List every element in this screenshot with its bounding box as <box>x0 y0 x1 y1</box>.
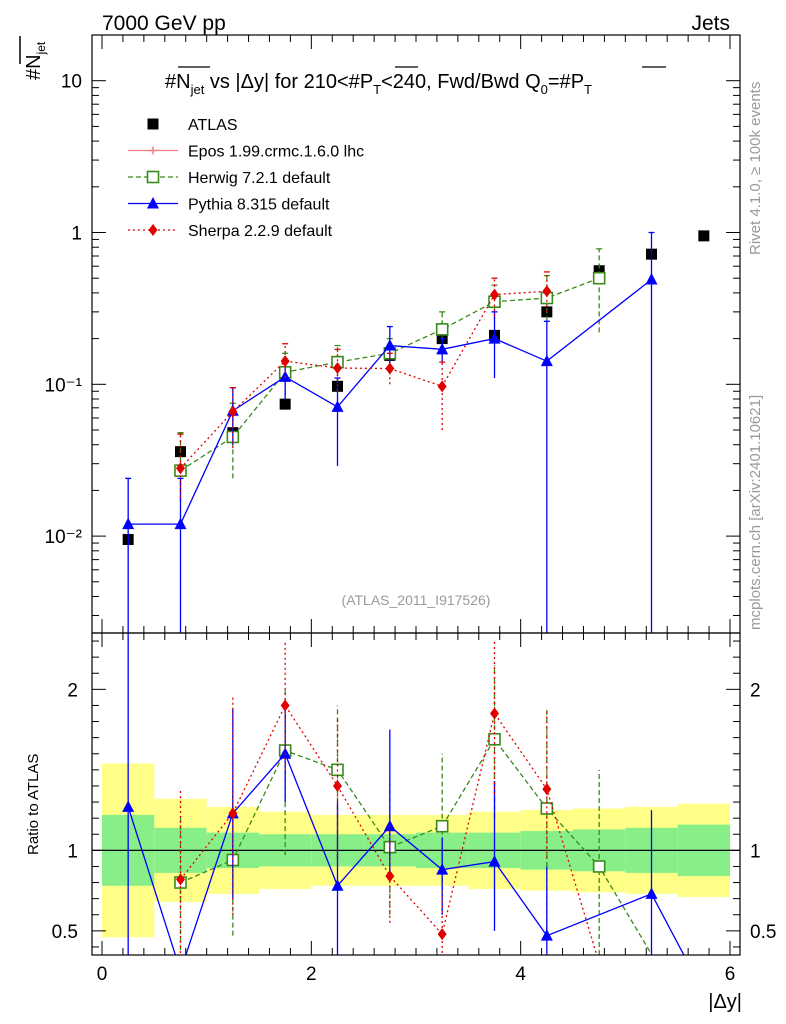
header-right: Jets <box>691 12 730 35</box>
ratio-y-tick-label-right: 1 <box>750 841 761 862</box>
legend-label: Epos 1.99.crmc.1.6.0 lhc <box>188 144 364 161</box>
legend-label: Sherpa 2.2.9 default <box>188 223 333 240</box>
ratio-panel <box>92 633 740 977</box>
data-point <box>228 405 238 418</box>
mcplots-label: mcplots.cern.ch [arXiv:2401.10621] <box>747 395 764 630</box>
watermark: (ATLAS_2011_I917526) <box>342 592 491 608</box>
ratio-y-tick-label: 2 <box>67 680 78 701</box>
legend-marker <box>147 197 159 209</box>
ratio-y-tick-label: 1 <box>67 841 78 862</box>
ratio-point <box>437 928 447 941</box>
series-4 <box>176 271 552 498</box>
ratio-point <box>333 779 342 792</box>
ratio-series-4 <box>176 641 598 955</box>
legend-item: Pythia 8.315 default <box>128 197 330 214</box>
ratio-point <box>645 887 658 899</box>
y-axis-label-main: #Njet <box>19 36 48 80</box>
ratio-point <box>488 855 501 867</box>
ratio-point <box>436 863 449 875</box>
ratio-line <box>180 738 653 955</box>
ratio-point <box>435 819 449 833</box>
x-tick-label: 6 <box>725 964 736 985</box>
data-point <box>333 362 342 375</box>
data-point <box>490 288 499 301</box>
ratio-point <box>175 965 187 977</box>
ratio-point <box>540 929 553 941</box>
data-point <box>174 517 187 530</box>
legend-marker <box>147 118 159 130</box>
ratio-point <box>592 860 606 873</box>
x-axis-label: |Δy| <box>708 991 742 1013</box>
ratio-point <box>542 783 552 796</box>
legend-label: Herwig 7.2.1 default <box>188 170 331 187</box>
data-point <box>280 355 290 368</box>
y-tick-label: 10⁻² <box>45 527 83 548</box>
series-2 <box>174 248 606 502</box>
legend-marker <box>146 170 160 184</box>
data-point <box>383 339 396 351</box>
main-panel <box>122 230 710 633</box>
legend-item: ATLAS <box>147 117 238 134</box>
ratio-point <box>385 870 395 883</box>
series-line <box>128 279 652 525</box>
ratio-point <box>122 800 135 812</box>
ratio-point <box>383 819 396 832</box>
data-point <box>435 323 449 336</box>
y-tick-label: 10 <box>61 72 82 93</box>
legend-label: Pythia 8.315 default <box>188 197 330 214</box>
legend-item: Epos 1.99.crmc.1.6.0 lhc <box>128 144 364 161</box>
data-point <box>593 265 605 277</box>
chart-title: #Njet vs |Δy| for 210<#PT<240, Fwd/Bwd Q… <box>165 71 592 97</box>
data-point <box>122 517 135 530</box>
data-point <box>698 230 710 242</box>
header-left: 7000 GeV pp <box>102 12 226 35</box>
legend-item: Herwig 7.2.1 default <box>128 170 331 187</box>
data-point <box>542 285 552 298</box>
legend-item: Sherpa 2.2.9 default <box>128 223 333 240</box>
series-0 <box>122 230 710 545</box>
legend: ATLAS Epos 1.99.crmc.1.6.0 lhc Herwig 7.2.… <box>128 117 364 240</box>
data-point <box>385 362 395 375</box>
data-point <box>331 400 344 412</box>
x-tick-label: 4 <box>515 964 526 985</box>
ratio-y-tick-label-right: 0.5 <box>750 922 776 943</box>
rivet-label: Rivet 4.1.0, ≥ 100k events <box>747 82 764 255</box>
ratio-frame <box>91 632 741 956</box>
data-point <box>592 271 606 285</box>
data-point <box>437 380 447 393</box>
svg-text:#Njet: #Njet <box>23 41 48 80</box>
legend-label: ATLAS <box>188 117 238 134</box>
ratio-line <box>179 704 598 955</box>
data-point <box>279 398 291 410</box>
ratio-point <box>228 807 238 820</box>
data-point <box>488 332 501 344</box>
data-point <box>176 462 185 475</box>
x-tick-label: 0 <box>97 964 108 985</box>
legend-marker <box>148 224 158 236</box>
y-axis-label-ratio: Ratio to ATLAS <box>25 754 42 855</box>
y-tick-label: 1 <box>71 224 82 245</box>
ratio-y-tick-label-right: 2 <box>750 680 761 701</box>
data-point <box>645 273 658 285</box>
ratio-point <box>176 873 185 886</box>
ratio-series-3 <box>122 633 685 977</box>
data-point <box>540 354 553 367</box>
ratio-point <box>490 707 499 720</box>
series-3 <box>122 231 658 633</box>
ratio-point <box>331 879 344 891</box>
y-tick-label: 10⁻¹ <box>45 375 83 396</box>
ratio-y-tick-label: 0.5 <box>52 922 78 943</box>
ratio-point <box>280 699 290 712</box>
x-tick-label: 2 <box>306 964 317 985</box>
data-point <box>436 342 449 355</box>
